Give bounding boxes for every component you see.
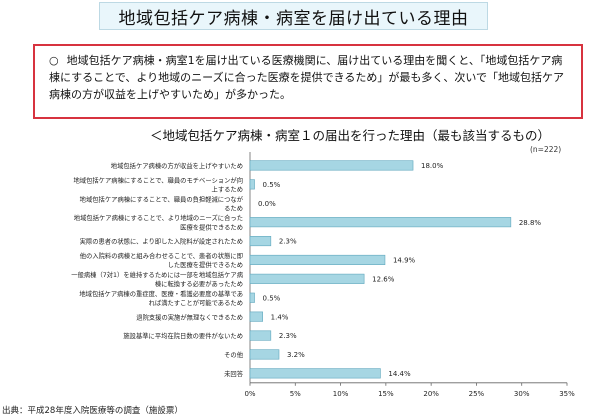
data-label: 2.3%	[279, 332, 297, 340]
category-label: 未回答	[224, 369, 244, 378]
data-label: 1.4%	[271, 313, 289, 321]
data-label: 2.3%	[279, 238, 297, 246]
data-label: 14.9%	[393, 257, 416, 265]
x-tick-label: 10%	[333, 390, 349, 398]
data-label: 18.0%	[421, 162, 444, 170]
source-note: 出典：平成28年度入院医療等の調査（施設票）	[2, 406, 183, 416]
category-label: 地域包括ケア病棟にすることで、より地域のニーズに合った医療を提供できるため	[74, 213, 243, 231]
category-label: 退院支援の実施が無理なくできるため	[136, 312, 243, 321]
bar	[249, 330, 272, 341]
bar	[249, 349, 280, 360]
chart-title: ＜地域包括ケア病棟・病室１の届出を行った理由（最も該当するもの）	[150, 128, 551, 143]
bar	[249, 254, 386, 265]
bar	[249, 217, 512, 228]
slide-title: 地域包括ケア病棟・病室を届け出ている理由	[99, 2, 488, 30]
bar	[249, 273, 365, 284]
data-label: 0.0%	[258, 200, 276, 208]
data-label: 0.5%	[263, 181, 281, 189]
x-tick-label: 5%	[290, 390, 301, 398]
bar	[249, 368, 381, 379]
data-label: 14.4%	[388, 370, 411, 378]
category-label: 地域包括ケア病棟にすることで、職員のモチベーションが向上するため	[73, 175, 243, 193]
summary-text: 地域包括ケア病棟・病室1を届け出ている医療機関に、届け出ている理由を聞くと、「地…	[49, 54, 565, 101]
x-tick-label: 20%	[423, 390, 439, 398]
bar	[249, 292, 255, 303]
x-tick-label: 30%	[514, 390, 530, 398]
sample-size-note: (n=222)	[530, 145, 562, 154]
category-label: 地域包括ケア病棟の方が収益を上げやすいため	[111, 161, 243, 170]
category-label: 他の入院料の病棟と組み合わせることで、患者の状態に即した医療を提供できるため	[80, 251, 243, 269]
data-label: 3.2%	[287, 351, 305, 359]
category-label: その他	[224, 350, 244, 359]
x-tick-label: 25%	[469, 390, 485, 398]
summary-bullet: ○	[49, 54, 59, 67]
bar	[249, 179, 255, 190]
x-tick-label: 15%	[378, 390, 394, 398]
data-label: 0.5%	[263, 294, 281, 302]
bar-chart: 地域包括ケア病棟の方が収益を上げやすいため 18.0% 地域包括ケア病棟にすることで…	[71, 152, 575, 398]
summary-box: ○ 地域包括ケア病棟・病室1を届け出ている医療機関に、届け出ている理由を聞くと、「…	[33, 44, 583, 119]
category-label: 実際の患者の状態に、より即した入院料が設定されたため	[80, 237, 243, 246]
bar	[249, 236, 272, 247]
category-label: 施設基準に平均在院日数の要件がないため	[123, 331, 243, 340]
data-label: 28.8%	[519, 219, 542, 227]
data-label: 12.6%	[372, 275, 395, 283]
category-label: 地域包括ケア病棟にすることで、職員の負担軽減につながるため	[80, 194, 244, 212]
category-label: 一般病棟（7対1）を維持するためには一部を地域包括ケア病棟に転換する必要があった…	[71, 270, 243, 288]
category-label: 地域包括ケア病棟の重症度、医療・看護必要度の基準であれば満たすことが可能であるた…	[79, 289, 243, 307]
bar	[249, 160, 414, 171]
x-tick-label: 35%	[559, 390, 575, 398]
x-tick-label: 0%	[244, 390, 255, 398]
bar	[249, 311, 263, 322]
